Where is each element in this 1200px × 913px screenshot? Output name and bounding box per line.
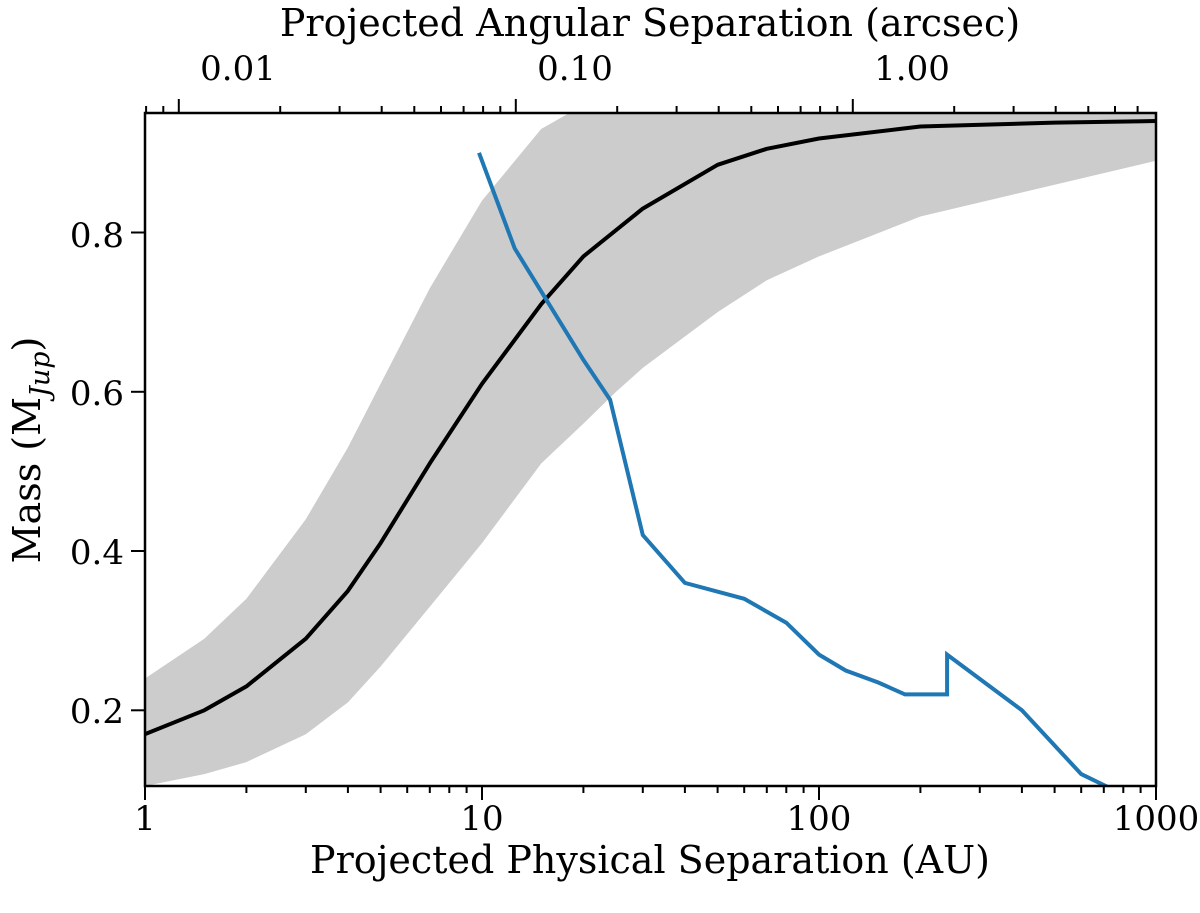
x-tick-label-10: 10 <box>460 799 503 839</box>
median-mass-line <box>145 119 1156 737</box>
plot-frame <box>143 111 1158 788</box>
x-axis-title: Projected Physical Separation (AU) <box>310 838 990 882</box>
x-tick-label-1: 1 <box>134 799 156 839</box>
x-tick-label-1000: 1000 <box>1113 799 1200 839</box>
y-tick-labels: 0.2 0.4 0.6 0.8 <box>70 216 124 732</box>
y-tick-label-0.8: 0.8 <box>70 216 124 256</box>
y-axis-title-close: ) <box>5 337 49 352</box>
top-tick-label-1.00: 1.00 <box>874 49 950 89</box>
top-tick-label-0.01: 0.01 <box>200 49 276 89</box>
y-tick-label-0.4: 0.4 <box>70 533 124 573</box>
top-tick-label-0.10: 0.10 <box>537 49 613 89</box>
uncertainty-band <box>145 113 1156 786</box>
y-axis-title: Mass (MJup) <box>5 337 56 564</box>
y-tick-label-0.6: 0.6 <box>70 374 124 414</box>
detection-limit-line <box>477 152 1111 786</box>
y-tick-label-0.2: 0.2 <box>70 692 124 732</box>
y-axis-title-subscript: Jup <box>25 351 56 402</box>
bottom-tick-labels: 1 10 100 1000 <box>134 799 1199 839</box>
x-tick-label-100: 100 <box>787 799 852 839</box>
top-axis-title: Projected Angular Separation (arcsec) <box>280 1 1020 45</box>
top-tick-labels: 0.01 0.10 1.00 <box>200 49 950 89</box>
y-axis-title-main: Mass (M <box>5 397 49 563</box>
